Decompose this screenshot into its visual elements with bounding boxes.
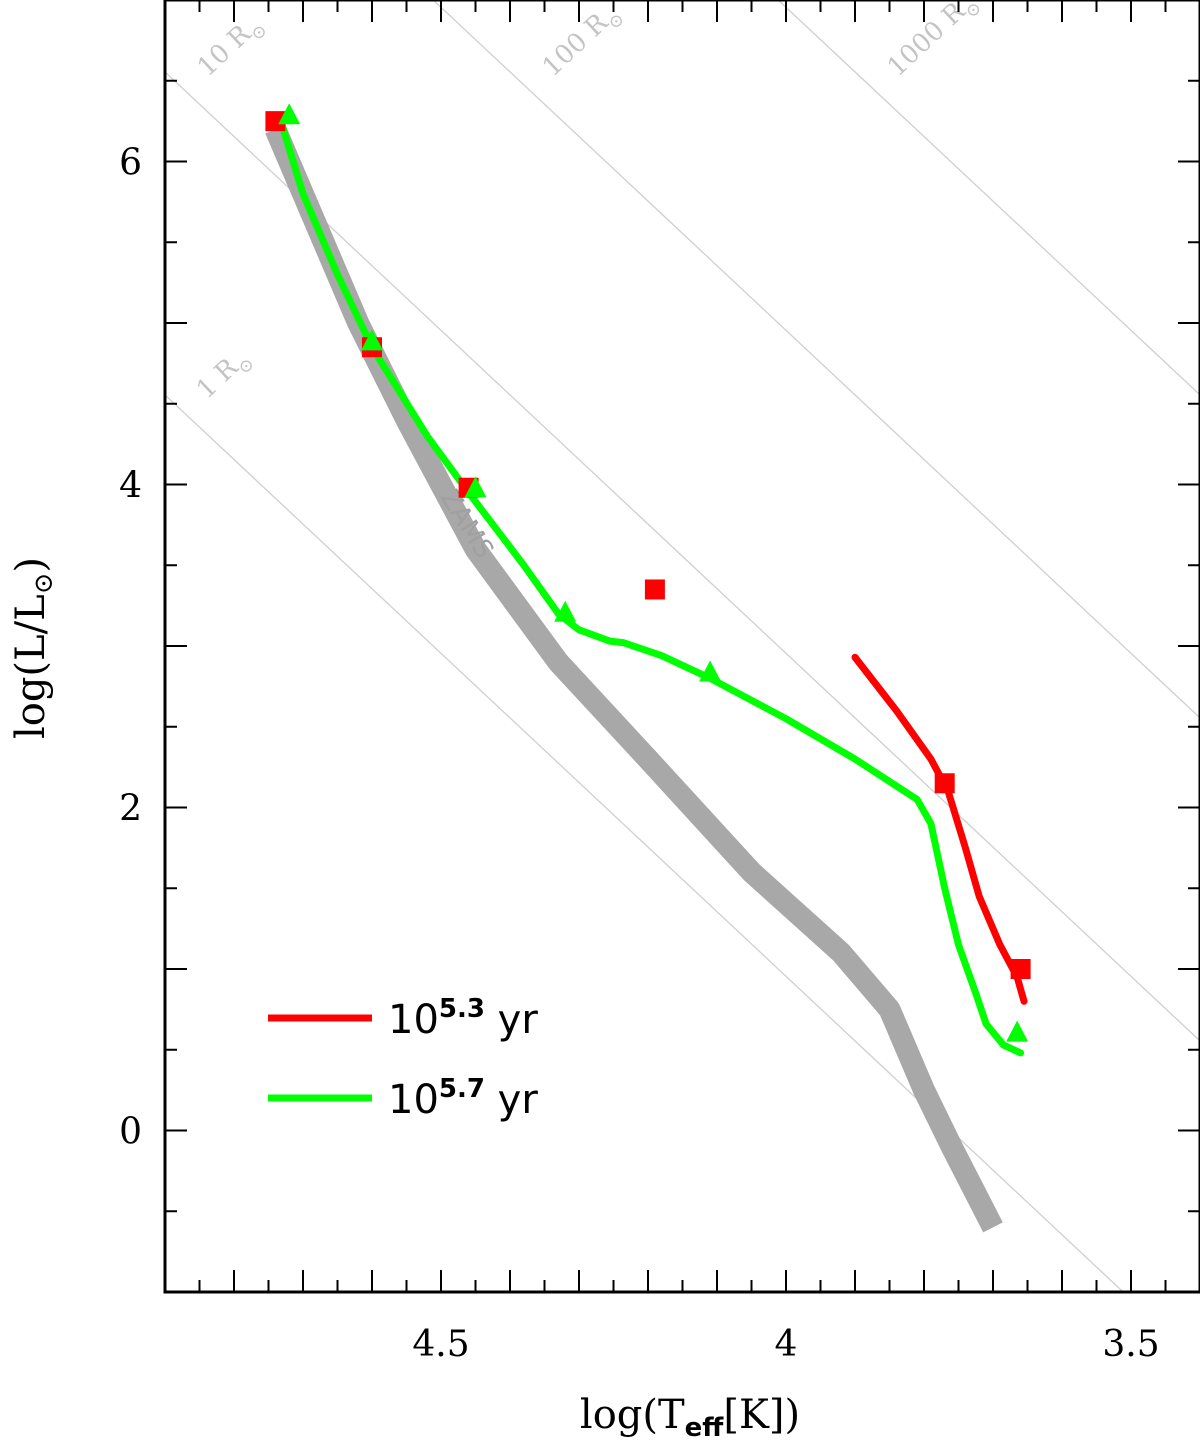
legend-label-red-exp: 5.3	[439, 994, 485, 1024]
marker-triangle	[554, 600, 577, 622]
marker-triangle	[278, 103, 301, 125]
marker-layer	[265, 103, 1031, 1042]
axis-ticks	[165, 0, 1200, 1292]
x-tick-label: 4.5	[412, 1324, 469, 1365]
legend-label-green-exp: 5.7	[439, 1074, 485, 1104]
marker-square	[934, 773, 955, 794]
zams-band	[265, 124, 1003, 1233]
radius-label: 1000 R⊙	[882, 0, 986, 87]
x-tick-label: 4	[775, 1324, 798, 1365]
legend-label-red-base: 10	[388, 997, 439, 1043]
series-line-1	[278, 122, 1025, 1057]
radius-line	[777, 0, 1200, 396]
radius-label: 100 R⊙	[537, 0, 629, 87]
marker-triangle	[1006, 1020, 1029, 1042]
zams-layer	[265, 124, 1003, 1233]
marker-square	[644, 579, 665, 600]
y-tick-label: 4	[119, 466, 142, 507]
radius-line	[165, 71, 1200, 1042]
y-axis-title-end: )	[8, 557, 54, 573]
y-tick-label: 6	[119, 143, 142, 184]
y-axis-title: log(L/L⊙)	[8, 557, 59, 739]
y-tick-label: 2	[119, 789, 142, 830]
y-tick-label: 0	[119, 1112, 142, 1153]
marker-triangle	[361, 329, 383, 351]
radius-label: 10 R⊙	[192, 9, 272, 87]
y-tick-labels: 0 2 4 6	[119, 143, 142, 1153]
x-axis-title-subscript: eff	[685, 1413, 725, 1441]
series-line-0	[851, 653, 1028, 1005]
legend-label-red: 105.3 yr	[388, 994, 538, 1043]
legend-label-green-unit: yr	[485, 1077, 538, 1123]
marker-triangle	[699, 660, 722, 682]
x-tick-label: 3.5	[1102, 1324, 1159, 1365]
radius-label: 1 R⊙	[191, 342, 259, 409]
x-axis-title: log(Teff[K])	[580, 1392, 800, 1441]
legend-label-green-base: 10	[388, 1077, 439, 1123]
x-axis-title-main: log(T	[580, 1392, 685, 1438]
radius-line	[432, 0, 1200, 719]
x-axis-title-end: [K])	[723, 1392, 800, 1438]
radius-line	[165, 394, 1125, 1292]
legend: 105.3 yr 105.7 yr	[268, 994, 538, 1123]
radius-label-main: 1000 R	[882, 0, 972, 83]
x-tick-labels: 4.5 4 3.5	[412, 1324, 1159, 1365]
marker-triangle	[464, 476, 487, 498]
legend-label-red-unit: yr	[485, 997, 538, 1043]
legend-label-green: 105.7 yr	[388, 1074, 538, 1123]
y-axis-title-sun: ⊙	[29, 573, 59, 595]
marker-square	[1010, 959, 1031, 979]
marker-square	[265, 111, 286, 132]
y-axis-title-main: log(L/L	[8, 594, 54, 739]
